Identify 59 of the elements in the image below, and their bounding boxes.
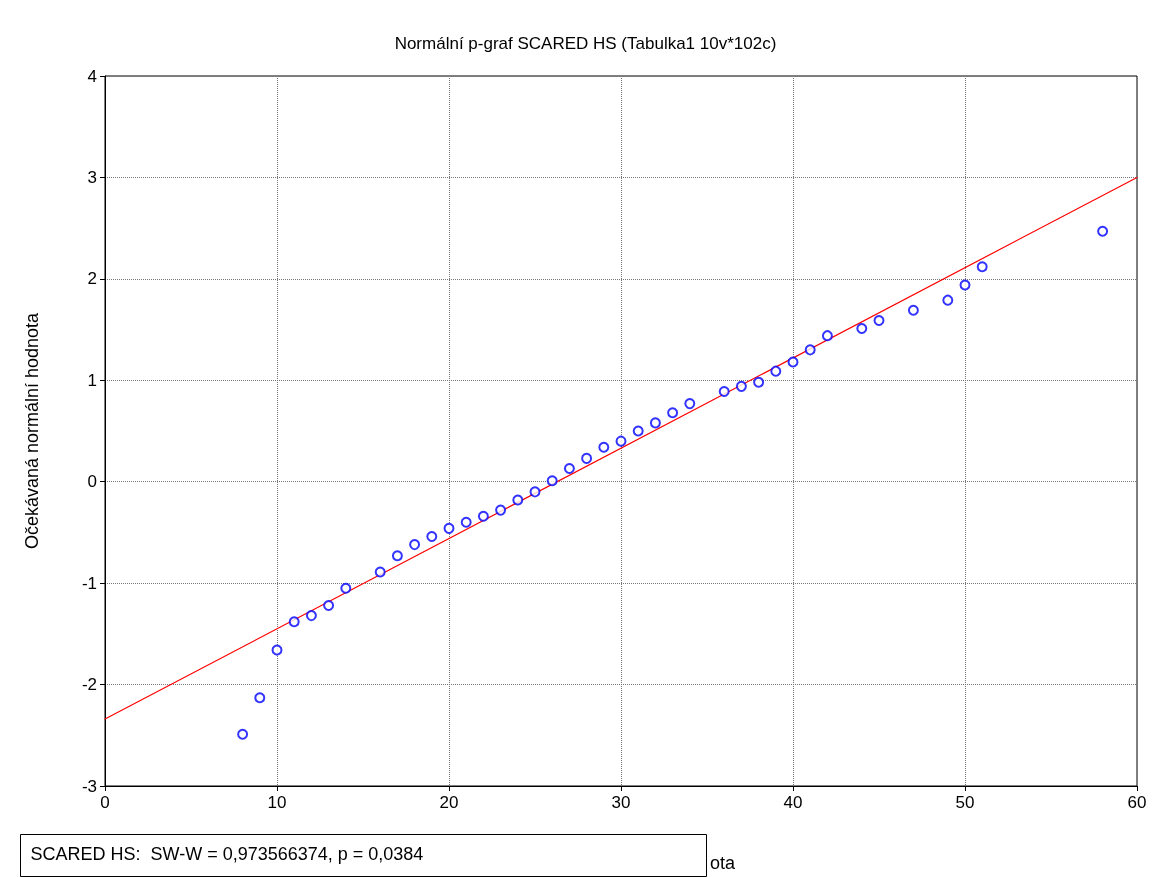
- point: [804, 344, 816, 356]
- point: [873, 314, 885, 326]
- chart-title: Normální p-graf SCARED HS (Tabulka1 10v*102c): [394, 34, 777, 53]
- point: [529, 486, 541, 498]
- point: [976, 261, 988, 273]
- point: [495, 504, 507, 516]
- point: [615, 435, 627, 447]
- point: [409, 539, 421, 551]
- x-tick-label: 60: [1127, 793, 1147, 812]
- x-axis-title: ota: [710, 853, 737, 873]
- point: [787, 356, 799, 368]
- y-tick-label: -1: [81, 573, 97, 593]
- point: [1097, 225, 1109, 237]
- point: [770, 365, 782, 377]
- y-tick-label: -2: [81, 675, 97, 695]
- x-tick-label: 30: [611, 793, 631, 812]
- point: [305, 610, 317, 622]
- point: [237, 728, 249, 740]
- point: [426, 530, 438, 542]
- point: [907, 304, 919, 316]
- point: [391, 550, 403, 562]
- point: [460, 516, 472, 528]
- point: [581, 452, 593, 464]
- x-tick-label: 50: [955, 793, 975, 812]
- point: [477, 510, 489, 522]
- x-tick-label: 40: [783, 793, 803, 812]
- point: [942, 294, 954, 306]
- point: [563, 463, 575, 475]
- y-tick-label: 0: [87, 472, 97, 492]
- point: [443, 522, 455, 534]
- point: [374, 566, 386, 578]
- point: [821, 330, 833, 342]
- y-tick-label: 2: [87, 269, 97, 289]
- y-tick-label: -3: [81, 776, 97, 796]
- point: [684, 398, 696, 410]
- y-tick-label: 4: [87, 66, 97, 86]
- point: [598, 441, 610, 453]
- point: [546, 475, 558, 487]
- point: [323, 599, 335, 611]
- point: [254, 692, 266, 704]
- y-tick-label: 1: [87, 370, 97, 390]
- point: [340, 582, 352, 594]
- point: [649, 417, 661, 429]
- point: [718, 385, 730, 397]
- point: [667, 407, 679, 419]
- x-tick-label: 0: [100, 793, 110, 812]
- point: [512, 494, 524, 506]
- text: SCARED HS: SW-W = 0,973566374, p = 0,0384: [30, 843, 424, 864]
- point: [959, 279, 971, 291]
- point: [753, 376, 765, 388]
- point: [271, 644, 283, 656]
- y-tick-label: 3: [87, 167, 97, 187]
- point: [735, 380, 747, 392]
- y-axis-title: Očekávaná normální hodnota: [22, 311, 42, 550]
- x-tick-label: 10: [267, 793, 287, 812]
- point: [632, 425, 644, 437]
- point: [856, 323, 868, 335]
- point: [288, 616, 300, 628]
- x-tick-label: 20: [439, 793, 459, 812]
